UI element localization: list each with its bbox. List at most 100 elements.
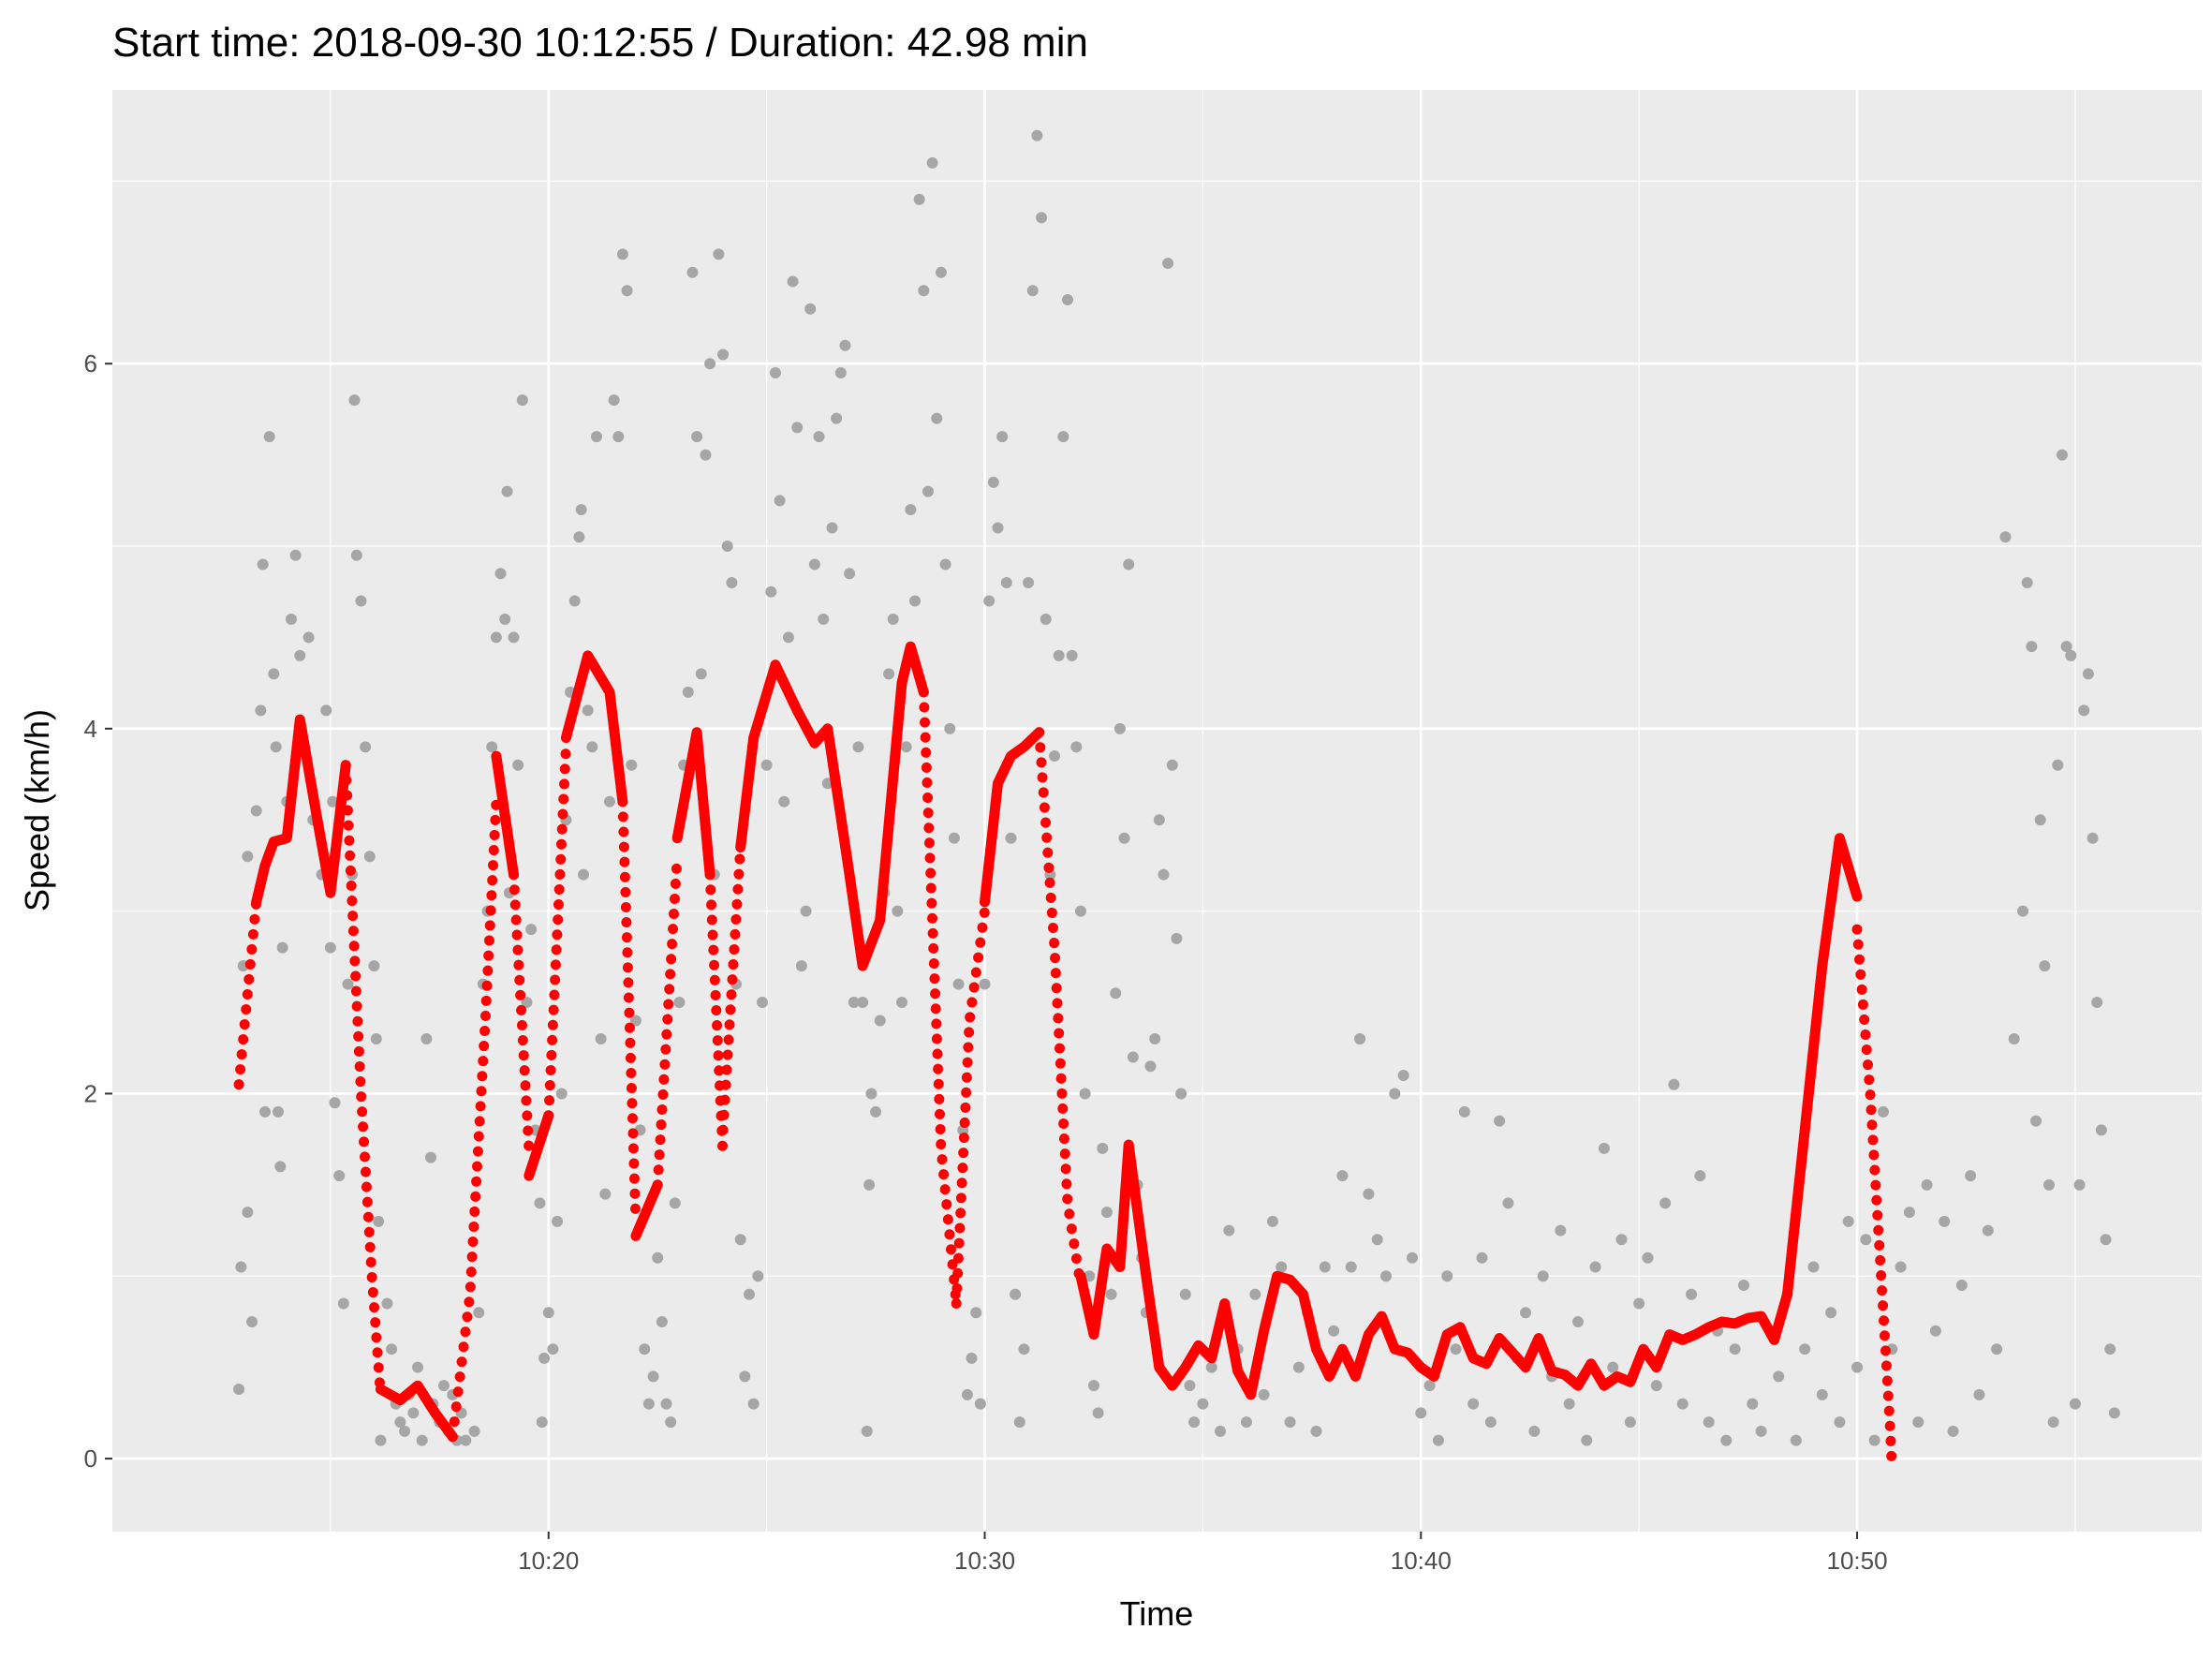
raw-speed-point <box>1747 1398 1759 1410</box>
raw-speed-point <box>552 1215 564 1227</box>
raw-speed-point <box>2008 1033 2020 1045</box>
raw-speed-point <box>695 668 707 680</box>
raw-speed-point <box>399 1425 411 1437</box>
chart-title: Start time: 2018-09-30 10:12:55 / Durati… <box>112 20 1088 66</box>
raw-speed-point <box>883 668 895 680</box>
raw-speed-point <box>582 704 594 717</box>
raw-speed-point <box>639 1343 651 1355</box>
raw-speed-point <box>573 531 585 543</box>
raw-speed-point <box>717 348 730 361</box>
raw-speed-point <box>373 1215 385 1227</box>
raw-speed-points <box>233 129 2120 1446</box>
smoothed-line-segment <box>491 750 519 881</box>
raw-speed-point <box>2095 1124 2107 1136</box>
raw-speed-point <box>1158 868 1170 881</box>
raw-speed-point <box>1502 1197 1514 1209</box>
raw-speed-point <box>892 905 904 917</box>
raw-speed-point <box>1249 1288 1261 1300</box>
raw-speed-point <box>1166 759 1178 771</box>
raw-speed-point <box>665 1416 677 1429</box>
x-tick-label: 10:30 <box>954 1547 1015 1575</box>
raw-speed-point <box>285 613 297 625</box>
raw-speed-point <box>1118 832 1130 844</box>
smoothed-dotted-segment <box>717 842 746 1135</box>
smoothed-dotted-segment <box>447 796 502 1443</box>
raw-speed-point <box>1868 1434 1880 1446</box>
raw-speed-point <box>1415 1407 1427 1419</box>
raw-speed-point <box>1036 212 1048 224</box>
raw-speed-point <box>1773 1370 1785 1383</box>
x-axis-title: Time <box>1120 1594 1194 1633</box>
raw-speed-point <box>744 1288 756 1300</box>
raw-speed-point <box>257 558 269 570</box>
raw-speed-point <box>1973 1388 1985 1400</box>
smoothed-dotted-segment <box>543 741 571 1121</box>
raw-speed-point <box>320 704 332 717</box>
raw-speed-point <box>1703 1416 1715 1429</box>
raw-speed-point <box>590 431 602 443</box>
raw-speed-point <box>966 1352 978 1364</box>
raw-speed-point <box>1092 1407 1104 1419</box>
raw-speed-point <box>787 275 799 288</box>
raw-speed-point <box>669 1197 681 1209</box>
raw-speed-point <box>660 1398 672 1410</box>
raw-speed-point <box>2030 1115 2042 1127</box>
raw-speed-point <box>494 568 507 580</box>
raw-speed-point <box>542 1307 554 1319</box>
raw-speed-point <box>782 631 794 644</box>
raw-speed-point <box>913 193 925 205</box>
raw-speed-point <box>905 504 917 516</box>
raw-speed-point <box>1755 1425 1767 1437</box>
smoothed-dotted-segment <box>509 869 535 1154</box>
raw-speed-point <box>970 1307 982 1319</box>
smoothed-line-segment <box>251 714 351 908</box>
raw-speed-point <box>1947 1425 1959 1437</box>
raw-speed-point <box>516 394 528 407</box>
smoothed-dotted-segment <box>704 869 729 1163</box>
raw-speed-point <box>1929 1325 1941 1337</box>
raw-speed-point <box>1642 1252 1654 1264</box>
raw-speed-point <box>1999 531 2012 543</box>
raw-speed-point <box>381 1297 393 1310</box>
raw-speed-point <box>1423 1380 1436 1392</box>
raw-speed-point <box>804 303 817 315</box>
x-tick-label: 10:40 <box>1391 1547 1452 1575</box>
raw-speed-point <box>848 997 860 1009</box>
raw-speed-point <box>259 1105 272 1118</box>
raw-speed-point <box>1240 1416 1252 1429</box>
raw-speed-point <box>1062 294 1074 306</box>
raw-speed-point <box>1458 1105 1470 1118</box>
raw-speed-point <box>791 422 804 434</box>
raw-speed-point <box>274 1161 287 1173</box>
raw-speed-point <box>1000 576 1012 588</box>
plot-panel <box>112 90 2202 1532</box>
smoothed-line-segment <box>1782 833 1863 1300</box>
raw-speed-point <box>1607 1361 1619 1373</box>
raw-speed-point <box>420 1033 433 1045</box>
raw-speed-point <box>721 541 733 553</box>
raw-speed-point <box>1380 1270 1393 1282</box>
raw-speed-point <box>1520 1307 1532 1319</box>
raw-speed-point <box>425 1151 437 1163</box>
smoothed-dotted-segment <box>1851 924 1897 1474</box>
y-tick-label: 2 <box>84 1079 97 1107</box>
raw-speed-point <box>386 1343 398 1355</box>
raw-speed-point <box>1205 1361 1217 1373</box>
raw-speed-point <box>2091 997 2103 1009</box>
raw-speed-point <box>900 741 912 753</box>
raw-speed-point <box>1982 1224 1994 1237</box>
raw-speed-point <box>1292 1361 1305 1373</box>
raw-speed-point <box>800 905 812 917</box>
raw-speed-point <box>1153 814 1165 826</box>
raw-speed-point <box>1066 649 1078 661</box>
raw-speed-point <box>2026 641 2038 653</box>
raw-speed-point <box>1345 1261 1357 1273</box>
raw-speed-point <box>1123 558 1135 570</box>
raw-speed-point <box>870 1105 882 1118</box>
raw-speed-point <box>713 248 725 260</box>
raw-speed-point <box>508 631 520 644</box>
raw-speed-point <box>760 759 773 771</box>
raw-speed-point <box>778 795 790 807</box>
raw-speed-point <box>1571 1315 1584 1327</box>
